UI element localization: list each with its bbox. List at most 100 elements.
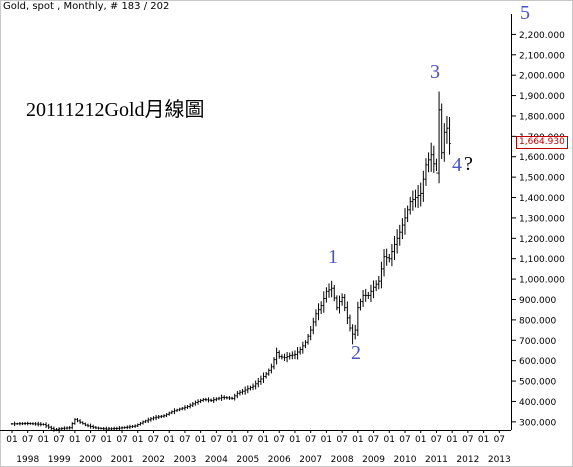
ohlc-bar	[136, 423, 139, 427]
x-month-label: 07	[116, 435, 127, 445]
x-month-label: 01	[478, 435, 489, 445]
ohlc-bar	[131, 425, 134, 428]
y-tick-label: 2,100.000	[519, 51, 565, 61]
candles-layer	[10, 91, 451, 432]
ohlc-bar	[301, 341, 305, 354]
ohlc-bar	[118, 426, 121, 431]
ohlc-bar	[422, 170, 425, 202]
ohlc-bar	[110, 427, 113, 431]
x-month-label: 07	[179, 435, 190, 445]
ohlc-bar	[204, 397, 208, 402]
x-year-label: 2010	[394, 455, 417, 465]
x-month-label: 07	[211, 435, 222, 445]
ohlc-bar	[86, 423, 90, 428]
ohlc-bar	[102, 426, 105, 431]
ohlc-bar	[291, 351, 294, 360]
ohlc-bar	[367, 291, 370, 299]
wave-label-5: 5	[520, 2, 530, 24]
x-month-label: 07	[431, 435, 442, 445]
ohlc-bar	[262, 372, 265, 383]
ohlc-bar	[343, 293, 346, 312]
ohlc-bar	[92, 424, 95, 430]
ohlc-bar	[249, 385, 252, 391]
ohlc-bar	[406, 205, 409, 223]
ohlc-bar	[115, 426, 118, 431]
x-year-label: 2007	[299, 455, 322, 465]
ohlc-bar	[173, 408, 176, 415]
ohlc-bar	[280, 354, 284, 360]
ohlc-bar	[217, 396, 221, 401]
y-tick-label: 1,900.000	[519, 92, 565, 102]
ohlc-bar	[126, 425, 129, 430]
ohlc-bar	[424, 158, 428, 186]
ohlc-bar	[147, 417, 150, 424]
x-month-label: 07	[462, 435, 473, 445]
ohlc-bar	[97, 426, 100, 430]
y-tick-label: 2,000.000	[519, 72, 565, 82]
ohlc-bar	[165, 413, 168, 418]
ohlc-bar	[162, 414, 166, 418]
wave-label-4: 4	[452, 154, 462, 176]
ohlc-bar	[270, 363, 273, 374]
ohlc-bar	[84, 422, 87, 427]
x-month-label: 01	[69, 435, 80, 445]
ohlc-bar	[18, 421, 22, 426]
ohlc-bar	[144, 419, 147, 423]
ohlc-bar	[120, 426, 124, 430]
x-month-label: 07	[53, 435, 64, 445]
ohlc-bar	[220, 394, 223, 401]
x-month-label: 01	[163, 435, 174, 445]
y-tick-label: 700.000	[519, 337, 556, 347]
ohlc-bar	[285, 351, 289, 363]
ohlc-bar	[94, 426, 98, 430]
ohlc-bar	[34, 422, 37, 426]
ohlc-bar	[251, 383, 255, 391]
ohlc-bar	[272, 357, 276, 370]
x-year-label: 2008	[331, 455, 354, 465]
ohlc-bar	[445, 115, 449, 144]
ohlc-bar	[47, 423, 50, 430]
ohlc-bar	[29, 422, 32, 425]
ohlc-bar	[243, 386, 247, 395]
x-year-label: 1998	[16, 455, 39, 465]
ohlc-bar	[133, 424, 137, 428]
ohlc-bar	[264, 371, 268, 379]
x-year-label: 2003	[173, 455, 196, 465]
x-month-label: 07	[85, 435, 96, 445]
ohlc-bar	[304, 340, 307, 349]
ohlc-bar	[312, 317, 315, 335]
ohlc-bar	[314, 309, 318, 327]
last-price-marker: 1,664.930	[516, 136, 568, 150]
ohlc-bar	[13, 421, 16, 427]
x-month-label: 07	[494, 435, 505, 445]
ohlc-bar	[356, 301, 360, 336]
ohlc-bar	[338, 295, 341, 314]
y-tick-label: 1,000.000	[519, 276, 565, 286]
wave-question-mark: ?	[464, 153, 473, 175]
x-month-label: 07	[22, 435, 33, 445]
y-tick-label: 400.000	[519, 398, 556, 408]
ohlc-bar	[430, 142, 433, 172]
ohlc-bar	[283, 353, 286, 361]
ohlc-bar	[81, 421, 84, 425]
x-year-label: 2011	[425, 455, 448, 465]
ohlc-bar	[194, 400, 197, 406]
ohlc-bar	[380, 261, 383, 289]
x-month-label: 07	[148, 435, 159, 445]
ohlc-bar	[178, 407, 181, 412]
ohlc-bar	[443, 123, 446, 162]
y-tick-label: 600.000	[519, 357, 556, 367]
ohlc-bar	[157, 414, 160, 420]
ohlc-bar	[435, 158, 438, 174]
ohlc-bar	[369, 284, 373, 303]
x-year-label: 2006	[268, 455, 291, 465]
x-year-label: 2001	[111, 455, 134, 465]
ohlc-bar	[21, 422, 24, 426]
ohlc-bar	[63, 426, 66, 431]
ohlc-bar	[78, 419, 82, 424]
ohlc-bar	[330, 280, 333, 298]
ohlc-bar	[267, 368, 270, 376]
wave-label-2: 2	[351, 342, 361, 364]
ohlc-bar	[31, 422, 35, 426]
ohlc-bar	[409, 196, 412, 215]
